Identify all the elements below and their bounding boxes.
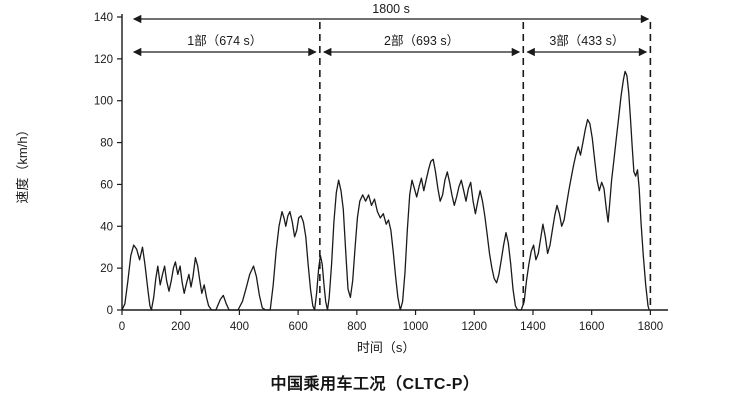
x-tick-label: 800 bbox=[347, 321, 366, 333]
phase-label: 1部（674 s） bbox=[187, 33, 262, 48]
y-tick-label: 100 bbox=[94, 96, 113, 108]
x-tick-label: 1400 bbox=[520, 321, 546, 333]
y-tick-label: 40 bbox=[100, 221, 113, 233]
phase-label: 2部（693 s） bbox=[384, 33, 459, 48]
x-tick-label: 1600 bbox=[579, 321, 605, 333]
chart-figure: 1800 s 1部（674 s） 2部（693 s） 3部（433 s） 0 200 40… bbox=[15, 2, 668, 393]
chart-caption: 中国乘用车工况（CLTC-P） bbox=[270, 376, 480, 393]
axes: 0 200 400 600 800 1000 1200 1400 1600 1800 0 20 40 60… bbox=[15, 12, 668, 355]
y-axis-title: 速度（km/h） bbox=[15, 123, 30, 203]
x-tick-label: 1000 bbox=[403, 321, 429, 333]
x-tick-label: 200 bbox=[171, 321, 190, 333]
x-tick-label: 400 bbox=[230, 321, 249, 333]
x-tick-label: 0 bbox=[119, 321, 125, 333]
speed-trace bbox=[121, 70, 650, 311]
phase-annotations: 1800 s 1部（674 s） 2部（693 s） 3部（433 s） bbox=[132, 2, 650, 57]
plot-area bbox=[121, 22, 652, 311]
y-tick-label: 80 bbox=[100, 138, 113, 150]
y-tick-label: 20 bbox=[100, 263, 113, 275]
y-tick-label: 0 bbox=[107, 305, 113, 317]
x-tick-label: 1800 bbox=[638, 321, 664, 333]
y-tick-label: 60 bbox=[100, 179, 113, 191]
x-axis-title: 时间（s） bbox=[357, 340, 416, 355]
x-tick-label: 600 bbox=[289, 321, 308, 333]
y-tick-label: 140 bbox=[94, 12, 113, 24]
total-duration-label: 1800 s bbox=[372, 2, 410, 16]
cltc-chart: 1800 s1部（674 s） 2部（693 s） 3部（433 s） 0 200 40… bbox=[15, 2, 668, 355]
y-tick-label: 120 bbox=[94, 54, 113, 66]
x-tick-label: 1200 bbox=[461, 321, 487, 333]
phase-label: 3部（433 s） bbox=[549, 33, 624, 48]
